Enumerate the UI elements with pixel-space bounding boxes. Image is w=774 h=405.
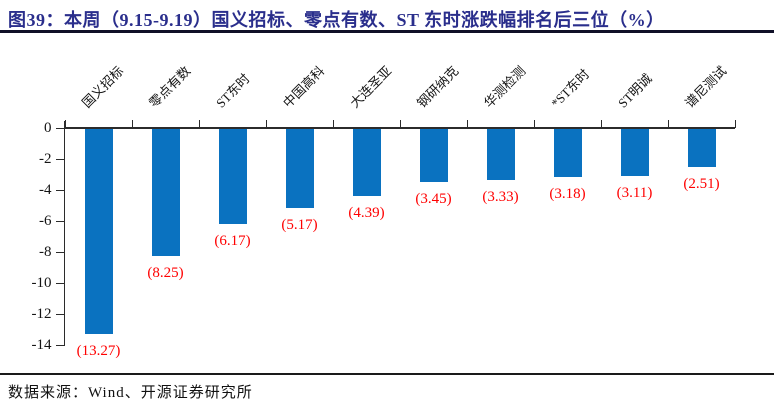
y-axis-tick [55, 220, 64, 222]
category-label: 大连圣亚 [346, 63, 394, 111]
y-axis-tick [55, 251, 64, 253]
x-axis-tick [65, 120, 66, 128]
bar [352, 128, 381, 196]
bar [620, 128, 649, 177]
value-label: (8.25) [147, 264, 184, 281]
value-label: (4.39) [348, 205, 385, 221]
category-label: 钢研纳克 [413, 63, 461, 111]
bar [419, 128, 448, 182]
footer-divider [0, 373, 774, 375]
y-axis-tick-label: -8 [39, 244, 52, 260]
bar [285, 128, 314, 209]
value-label: (3.33) [482, 188, 519, 205]
y-axis-tick [55, 189, 64, 191]
x-axis-tick [601, 120, 602, 128]
x-axis-tick [333, 120, 334, 128]
x-axis-tick [132, 120, 133, 128]
y-axis-tick-label: -2 [39, 151, 52, 167]
x-axis-tick [266, 120, 267, 128]
x-axis-tick [668, 120, 669, 128]
category-label: ST东时 [212, 70, 253, 111]
value-label: (6.17) [214, 232, 251, 249]
value-label: (13.27) [76, 342, 121, 359]
bar [687, 128, 716, 167]
figure-title: 图39：本周（9.15-9.19）国义招标、零点有数、ST 东时涨跌幅排名后三位… [8, 10, 665, 30]
bar [553, 128, 582, 178]
y-axis-tick [55, 344, 64, 346]
y-axis-tick-label: -6 [39, 213, 52, 229]
x-axis-tick [467, 120, 468, 128]
value-label: (3.45) [415, 190, 452, 207]
x-axis-tick [199, 120, 200, 128]
y-axis-tick-label: -14 [31, 337, 52, 353]
category-label: 国义招标 [78, 63, 126, 111]
value-label: (3.18) [549, 186, 586, 203]
category-label: ST明诚 [614, 70, 655, 111]
y-axis-tick [55, 313, 64, 315]
bar [486, 128, 515, 180]
y-axis-tick [55, 127, 64, 129]
x-axis-tick [534, 120, 535, 128]
category-label: 零点有数 [145, 63, 193, 111]
value-label: (2.51) [683, 175, 720, 192]
title-divider [0, 30, 774, 33]
data-source-note: 数据来源：Wind、开源证券研究所 [8, 385, 253, 401]
x-axis-tick [735, 120, 736, 128]
y-axis-tick-label: -4 [39, 182, 52, 198]
y-axis-tick-label: -10 [31, 275, 52, 291]
x-axis-tick [400, 120, 401, 128]
y-axis-tick-label: 0 [44, 120, 52, 136]
y-axis-tick [55, 282, 64, 284]
value-label: (5.17) [281, 217, 318, 234]
category-label: 中国高科 [279, 63, 327, 111]
category-label: *ST东时 [547, 66, 592, 111]
category-label: 华测检测 [480, 63, 528, 111]
y-axis-tick-label: -12 [31, 306, 52, 322]
bar [84, 128, 113, 334]
y-axis-line [63, 121, 65, 346]
category-label: 谱尼测试 [681, 63, 729, 111]
y-axis-tick [55, 158, 64, 160]
bar [151, 128, 180, 256]
value-label: (3.11) [616, 185, 653, 202]
bar [218, 128, 247, 224]
